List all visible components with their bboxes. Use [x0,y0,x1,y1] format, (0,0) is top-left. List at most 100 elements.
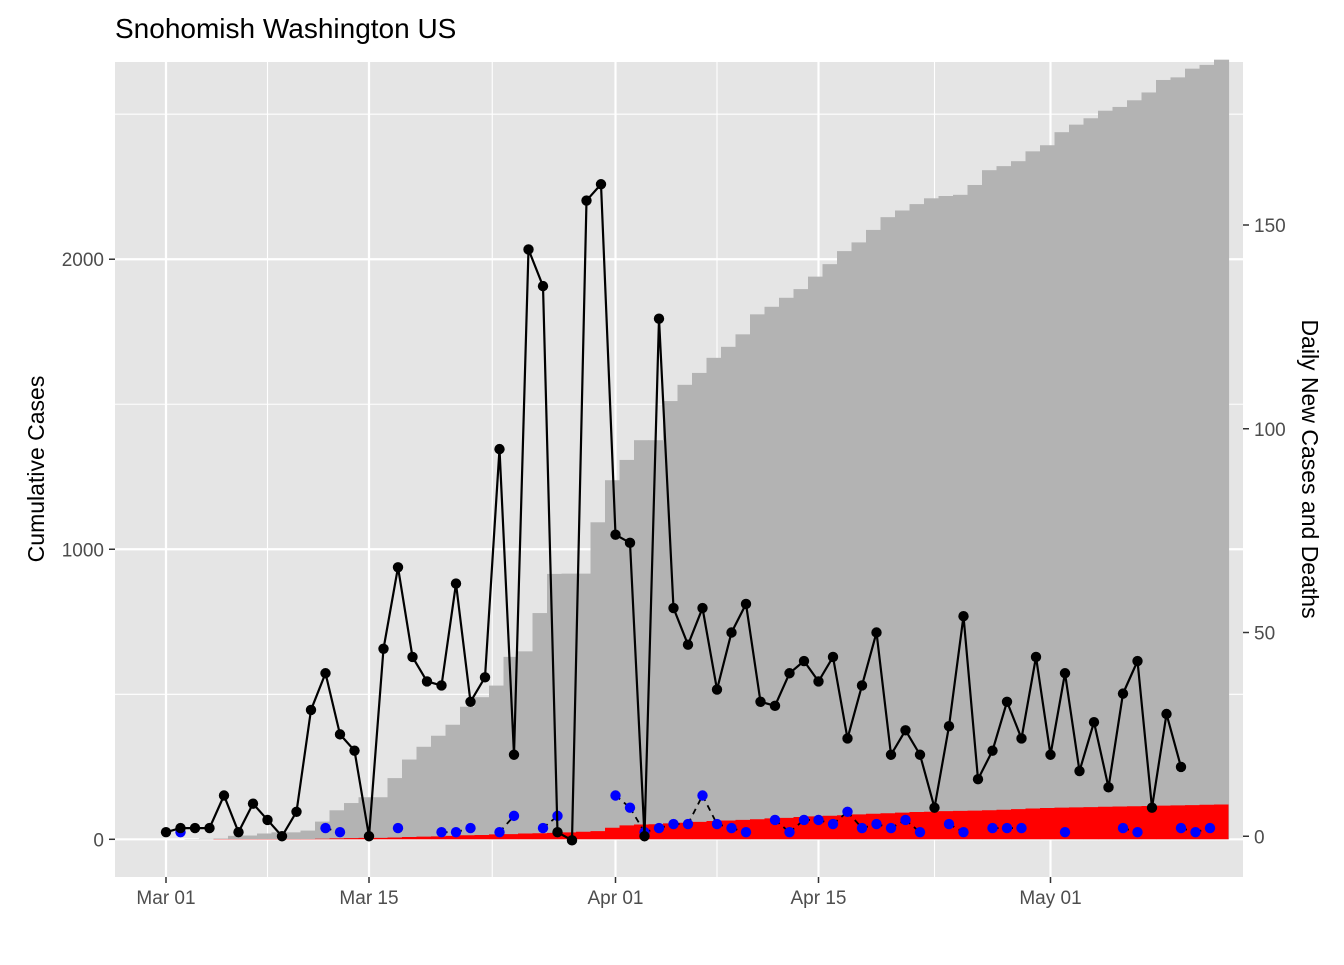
cumulative-cases-bar [866,230,881,839]
daily-cases-point [233,827,243,837]
cumulative-cases-bar [1185,69,1200,840]
daily-cases-point [320,668,330,678]
daily-deaths-point [915,827,925,837]
daily-deaths-point [451,827,461,837]
cumulative-cases-bar [518,651,533,839]
cumulative-cases-bar [286,832,301,839]
daily-deaths-point [335,827,345,837]
daily-cases-point [668,603,678,613]
daily-cases-point [813,676,823,686]
cumulative-cases-bar [460,707,475,840]
x-tick-label: May 01 [1019,888,1081,909]
daily-deaths-point [320,823,330,833]
cumulative-cases-bar [823,264,838,839]
daily-cases-point [1132,656,1142,666]
daily-cases-point [581,195,591,205]
daily-deaths-point [465,823,475,833]
daily-cases-point [364,831,374,841]
daily-deaths-point [1176,823,1186,833]
daily-deaths-point [1190,827,1200,837]
daily-cases-point [712,684,722,694]
y-right-tick-label: 100 [1254,420,1286,441]
cumulative-cases-bar [489,686,504,840]
y-right-tick-label: 150 [1254,216,1286,237]
cumulative-cases-bar [446,725,461,840]
y-left-tick-label: 2000 [62,250,104,271]
daily-cases-point [886,750,896,760]
cumulative-cases-bar [707,358,722,839]
daily-cases-point [1147,803,1157,813]
daily-deaths-point [1016,823,1026,833]
daily-cases-point [480,672,490,682]
daily-deaths-point [784,827,794,837]
daily-cases-point [204,823,214,833]
cumulative-cases-bar [373,797,388,839]
cumulative-cases-bar [1069,125,1084,840]
daily-cases-point [1016,733,1026,743]
daily-deaths-point [944,819,954,829]
y-axis-left-title: Cumulative Cases [23,376,49,563]
cumulative-cases-bar [736,334,751,839]
daily-cases-point [349,745,359,755]
daily-cases-point [219,790,229,800]
y-axis-right-title: Daily New Cases and Deaths [1297,319,1323,618]
daily-cases-point [161,827,171,837]
cumulative-cases-bar [1214,60,1229,840]
cumulative-cases-bar [257,833,272,839]
cumulative-cases-bar [620,460,635,839]
daily-deaths-point [842,807,852,817]
daily-cases-point [697,603,707,613]
daily-cases-point [900,725,910,735]
daily-cases-point [1002,697,1012,707]
cumulative-cases-bar [243,836,258,840]
daily-deaths-point [683,819,693,829]
daily-cases-point [842,733,852,743]
daily-deaths-point [509,811,519,821]
cumulative-cases-bar [301,831,316,840]
daily-deaths-point [987,823,997,833]
daily-cases-point [799,656,809,666]
daily-cases-point [1074,766,1084,776]
daily-cases-point [277,831,287,841]
daily-deaths-point [799,815,809,825]
daily-deaths-point [625,803,635,813]
daily-deaths-point [393,823,403,833]
cumulative-cases-bar [852,242,867,839]
daily-deaths-point [654,823,664,833]
daily-cases-point [175,823,185,833]
daily-cases-point [944,721,954,731]
cumulative-cases-bar [997,166,1012,839]
daily-cases-point [755,697,765,707]
chart-title: Snohomish Washington US [115,13,456,44]
daily-cases-point [726,627,736,637]
daily-cases-point [610,530,620,540]
daily-cases-point [683,640,693,650]
daily-deaths-point [1002,823,1012,833]
daily-cases-point [625,538,635,548]
x-tick-label: Apr 01 [588,888,644,909]
daily-cases-point [639,831,649,841]
cumulative-cases-bar [779,298,794,839]
cumulative-cases-bar [881,217,896,839]
daily-cases-point [567,835,577,845]
daily-cases-point [436,680,446,690]
daily-cases-point [915,750,925,760]
daily-cases-point [828,652,838,662]
daily-deaths-point [726,823,736,833]
cumulative-cases-bar [1200,65,1215,839]
daily-cases-point [248,798,258,808]
daily-cases-point [1089,717,1099,727]
daily-deaths-point [886,823,896,833]
daily-deaths-point [828,819,838,829]
cumulative-cases-bar [678,385,693,839]
cumulative-cases-bar [750,314,765,839]
daily-cases-point [407,652,417,662]
cumulative-cases-bar [663,401,678,839]
y-right-tick-label: 50 [1254,624,1275,645]
daily-cases-point [973,774,983,784]
cumulative-cases-bar [982,170,997,839]
cumulative-cases-bar [199,839,214,840]
daily-cases-point [1060,668,1070,678]
daily-cases-point [523,244,533,254]
daily-cases-point [857,680,867,690]
